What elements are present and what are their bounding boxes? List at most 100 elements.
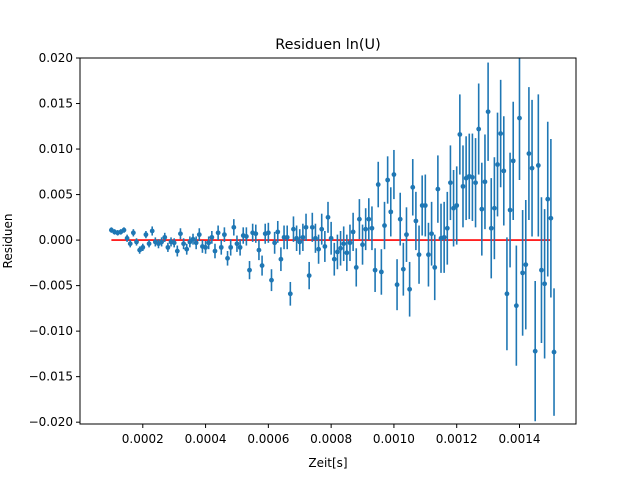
data-point (470, 174, 475, 180)
data-point (253, 231, 259, 237)
data-point (275, 229, 281, 235)
data-point (284, 234, 290, 240)
data-point (313, 235, 318, 241)
x-axis-label: Zeit[s] (308, 456, 347, 470)
x-tick-label: 0.0014 (498, 432, 540, 446)
data-point (444, 225, 450, 231)
data-point (476, 126, 482, 132)
data-point (234, 241, 240, 247)
y-tick-label: −0.005 (29, 279, 73, 293)
data-point (410, 184, 416, 190)
data-point (507, 207, 513, 213)
data-point (149, 228, 155, 234)
x-tick-label: 0.0010 (373, 432, 415, 446)
data-point (517, 115, 522, 121)
y-tick-label: 0.020 (39, 51, 73, 65)
data-point (422, 203, 428, 208)
data-point (479, 206, 485, 212)
data-point (278, 256, 284, 262)
data-point (193, 240, 199, 246)
y-tick-label: −0.020 (29, 415, 73, 429)
data-point (382, 223, 387, 228)
data-point (407, 286, 413, 292)
data-point (140, 244, 146, 250)
data-point (297, 239, 303, 245)
data-point (535, 163, 541, 168)
data-point (196, 232, 202, 238)
data-point (363, 226, 369, 232)
data-point (187, 239, 193, 245)
data-point (391, 172, 397, 177)
data-point (165, 244, 171, 250)
chart-title: Residuen ln(U) (275, 37, 380, 53)
data-point (218, 244, 224, 250)
data-point (309, 224, 315, 230)
data-point (130, 230, 136, 236)
data-point (416, 252, 422, 258)
data-point (426, 252, 431, 258)
data-point (137, 247, 143, 253)
data-point (162, 234, 168, 240)
data-point (259, 263, 265, 268)
data-point (451, 205, 456, 211)
axis-ticks: 0.0002 0.0004 0.0006 0.0008 0.0010 0.0012 0.00… (29, 51, 541, 446)
data-point (328, 235, 334, 241)
data-point (209, 234, 215, 240)
data-point (400, 266, 406, 272)
data-point (529, 165, 535, 171)
data-point (124, 235, 130, 241)
data-point (356, 216, 362, 222)
data-point (385, 177, 391, 183)
data-point (341, 241, 347, 247)
data-point (174, 248, 180, 254)
data-point (397, 216, 403, 222)
data-point (325, 214, 331, 220)
x-tick-label: 0.0006 (247, 432, 289, 446)
data-point (206, 240, 212, 246)
data-point (488, 225, 494, 231)
data-point (454, 203, 460, 208)
data-point (127, 241, 133, 247)
data-point (457, 132, 463, 137)
y-axis-label: Residuen (1, 214, 15, 269)
data-point (181, 241, 186, 247)
x-tick-label: 0.0004 (185, 432, 227, 446)
y-tick-label: 0.015 (39, 97, 73, 111)
y-tick-label: −0.010 (29, 324, 73, 338)
data-point (460, 183, 466, 189)
data-point (319, 226, 325, 232)
y-tick-label: 0.010 (39, 142, 73, 156)
data-point (159, 239, 165, 245)
data-point (360, 242, 365, 248)
data-point (335, 249, 340, 255)
data-point (287, 291, 293, 297)
data-point (184, 246, 190, 252)
data-point (394, 282, 400, 288)
data-point (523, 262, 529, 268)
data-point (203, 244, 208, 250)
data-point (347, 240, 353, 246)
y-tick-label: 0.000 (39, 233, 73, 247)
data-point (482, 179, 488, 185)
data-point (429, 231, 434, 237)
data-point (510, 158, 516, 164)
data-point (269, 277, 274, 283)
data-point (375, 182, 381, 187)
data-point (485, 109, 491, 115)
data-point (228, 244, 234, 250)
data-point (237, 244, 243, 250)
data-point (190, 236, 196, 242)
data-point (491, 205, 497, 211)
data-point (388, 209, 394, 215)
plot-area (108, 58, 557, 422)
data-point (178, 231, 183, 237)
y-tick-label: −0.015 (29, 370, 73, 384)
data-point (542, 281, 548, 287)
data-point (495, 162, 500, 167)
data-point (378, 269, 384, 275)
data-point (265, 230, 271, 236)
data-point (247, 267, 252, 273)
data-point (143, 232, 149, 238)
